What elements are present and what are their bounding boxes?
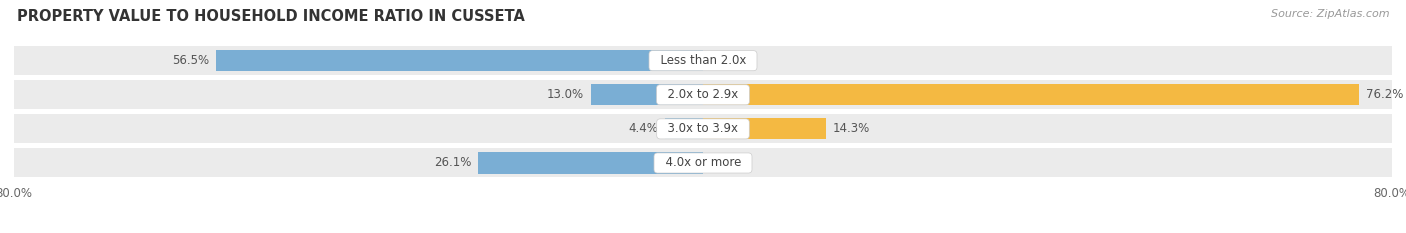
Text: 2.0x to 2.9x: 2.0x to 2.9x	[661, 88, 745, 101]
Bar	[14, 114, 1392, 143]
Text: 56.5%: 56.5%	[173, 54, 209, 67]
Text: 13.0%: 13.0%	[547, 88, 583, 101]
Text: 4.4%: 4.4%	[628, 122, 658, 135]
Bar	[14, 148, 1392, 178]
Text: Less than 2.0x: Less than 2.0x	[652, 54, 754, 67]
Text: 14.3%: 14.3%	[832, 122, 870, 135]
Bar	[14, 80, 1392, 109]
Text: 3.0x to 3.9x: 3.0x to 3.9x	[661, 122, 745, 135]
Text: 26.1%: 26.1%	[434, 157, 471, 169]
Bar	[478, 152, 703, 174]
Bar	[591, 84, 703, 105]
Text: 0.0%: 0.0%	[710, 157, 740, 169]
Text: 4.0x or more: 4.0x or more	[658, 157, 748, 169]
Bar	[703, 84, 1360, 105]
Text: 76.2%: 76.2%	[1367, 88, 1403, 101]
Bar	[14, 46, 1392, 75]
Bar	[665, 118, 703, 140]
Text: PROPERTY VALUE TO HOUSEHOLD INCOME RATIO IN CUSSETA: PROPERTY VALUE TO HOUSEHOLD INCOME RATIO…	[17, 9, 524, 24]
Text: 0.0%: 0.0%	[710, 54, 740, 67]
Bar	[217, 50, 703, 71]
Bar	[703, 118, 827, 140]
Text: Source: ZipAtlas.com: Source: ZipAtlas.com	[1271, 9, 1389, 19]
